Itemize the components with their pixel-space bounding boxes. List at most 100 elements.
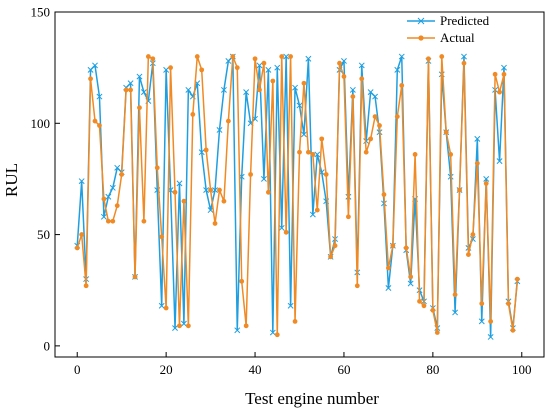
point-actual: [243, 323, 249, 329]
point-actual: [132, 274, 138, 280]
point-actual: [297, 149, 302, 155]
point-predicted: [105, 193, 112, 200]
point-predicted: [180, 320, 187, 327]
point-actual: [74, 245, 80, 251]
point-actual: [168, 65, 173, 71]
legend: Predicted Actual: [407, 13, 490, 45]
axes: 0 20 40 60 80 100 0 50 100 150: [31, 5, 545, 377]
point-actual: [288, 54, 294, 59]
point-actual: [239, 278, 245, 284]
point-predicted: [501, 64, 507, 71]
point-actual: [439, 54, 445, 59]
point-actual: [488, 318, 494, 324]
point-predicted: [176, 180, 183, 187]
y-tick-label: 150: [31, 5, 51, 20]
point-actual: [457, 187, 462, 193]
legend-marker-actual: [418, 35, 424, 41]
point-actual: [323, 172, 329, 177]
point-predicted: [216, 127, 223, 133]
point-predicted: [300, 131, 307, 138]
point-actual: [470, 232, 476, 237]
point-predicted: [296, 102, 303, 109]
point-predicted: [407, 280, 414, 287]
point-actual: [172, 189, 178, 195]
point-actual: [163, 305, 169, 311]
point-actual: [265, 189, 271, 195]
point-actual: [332, 243, 338, 249]
point-predicted: [269, 329, 276, 336]
legend-label-predicted: Predicted: [440, 13, 490, 28]
point-actual: [399, 83, 405, 88]
x-tick-label: 40: [249, 362, 262, 377]
point-actual: [128, 87, 133, 93]
point-actual: [443, 129, 449, 135]
point-predicted: [92, 62, 98, 69]
point-actual: [79, 232, 85, 237]
point-actual: [248, 172, 254, 177]
point-predicted: [234, 327, 241, 334]
point-actual: [212, 221, 218, 226]
point-actual: [257, 87, 262, 93]
point-actual: [92, 118, 98, 124]
point-predicted: [309, 211, 316, 218]
point-predicted: [367, 89, 374, 96]
point-predicted: [385, 285, 392, 291]
point-actual: [119, 172, 125, 177]
point-actual: [403, 245, 409, 251]
x-tick-label: 100: [512, 362, 532, 377]
point-actual: [145, 54, 151, 59]
point-actual: [328, 254, 334, 260]
point-predicted: [487, 334, 494, 340]
point-predicted: [305, 55, 312, 62]
point-predicted: [185, 86, 192, 93]
point-actual: [426, 56, 431, 62]
point-actual: [199, 67, 205, 73]
point-actual: [412, 152, 418, 157]
series-line-actual: [76, 55, 519, 336]
point-actual: [261, 60, 267, 66]
point-actual: [483, 180, 489, 186]
plot-frame: [54, 11, 545, 358]
point-actual: [221, 198, 227, 204]
x-axis-label: Test engine number: [245, 389, 379, 408]
x-tick-label: 20: [160, 362, 173, 377]
point-predicted: [100, 213, 107, 220]
point-predicted: [212, 187, 218, 194]
point-predicted: [349, 86, 356, 93]
x-tick-label: 60: [337, 362, 350, 377]
point-actual: [314, 207, 320, 213]
point-predicted: [96, 93, 103, 100]
point-actual: [159, 234, 165, 240]
point-actual: [461, 60, 467, 66]
point-actual: [394, 114, 400, 120]
point-actual: [363, 149, 369, 155]
y-axis-label: RUL: [2, 163, 21, 197]
point-actual: [270, 78, 276, 84]
point-actual: [252, 56, 258, 62]
point-predicted: [158, 302, 165, 309]
point-predicted: [172, 325, 178, 332]
point-actual: [203, 147, 209, 153]
point-predicted: [220, 86, 227, 93]
point-predicted: [163, 66, 170, 73]
plot-area: [74, 53, 521, 340]
point-actual: [177, 323, 182, 329]
point-actual: [114, 203, 120, 209]
legend-marker-predicted: [417, 17, 425, 25]
point-actual: [97, 123, 102, 128]
point-actual: [381, 192, 387, 197]
legend-label-actual: Actual: [440, 30, 475, 45]
point-actual: [185, 323, 191, 329]
point-actual: [301, 80, 307, 86]
point-predicted: [87, 66, 94, 73]
x-tick-label: 0: [74, 362, 81, 377]
point-actual: [208, 187, 213, 193]
point-predicted: [372, 93, 379, 100]
point-predicted: [203, 187, 210, 194]
point-predicted: [496, 158, 503, 165]
point-actual: [359, 76, 365, 82]
point-predicted: [114, 164, 121, 171]
point-actual: [292, 318, 298, 324]
point-predicted: [287, 302, 294, 309]
point-predicted: [225, 58, 232, 64]
